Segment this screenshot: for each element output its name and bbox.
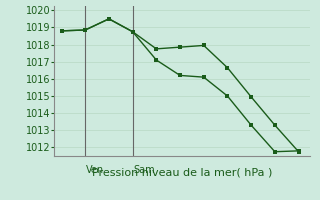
- X-axis label: Pression niveau de la mer( hPa ): Pression niveau de la mer( hPa ): [92, 167, 273, 177]
- Text: Ven: Ven: [86, 165, 105, 175]
- Text: Sam: Sam: [134, 165, 156, 175]
